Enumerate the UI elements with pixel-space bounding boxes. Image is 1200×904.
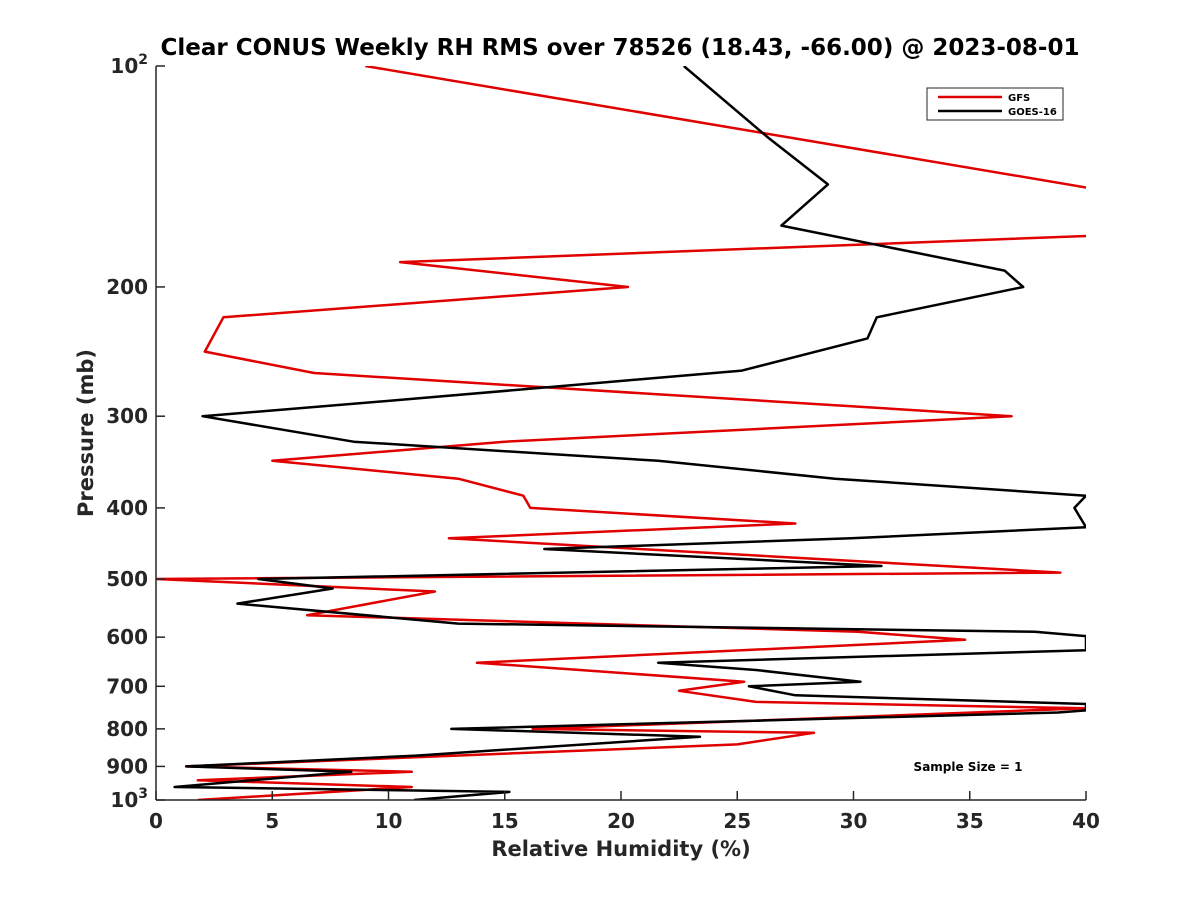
x-tick-label: 35 <box>956 809 984 833</box>
y-tick-label: 600 <box>106 625 148 649</box>
chart-title: Clear CONUS Weekly RH RMS over 78526 (18… <box>161 35 1080 61</box>
series-line-gfs <box>156 66 1086 800</box>
plot-frame <box>156 66 1086 800</box>
sample-size-annotation: Sample Size = 1 <box>914 760 1023 774</box>
y-tick-label: 300 <box>106 404 148 428</box>
series-line-goes16 <box>173 66 1086 800</box>
x-tick-layer: 0 5 10 15 20 25 30 35 40 <box>149 791 1100 833</box>
legend-gfs-label: GFS <box>1008 93 1030 104</box>
x-tick-label: 5 <box>265 809 279 833</box>
x-tick-label: 15 <box>491 809 519 833</box>
series-layer <box>156 66 1086 800</box>
y-tick-label: 500 <box>106 567 148 591</box>
y-tick-label: 700 <box>106 674 148 698</box>
y-tick-label: 102 <box>110 52 148 78</box>
x-tick-label: 40 <box>1072 809 1100 833</box>
x-tick-label: 30 <box>840 809 868 833</box>
x-tick-label: 20 <box>607 809 635 833</box>
legend: GFS GOES-16 <box>926 87 1064 121</box>
y-tick-label: 900 <box>106 754 148 778</box>
x-axis-label: Relative Humidity (%) <box>491 837 750 861</box>
y-tick-label: 200 <box>106 275 148 299</box>
x-tick-label: 0 <box>149 809 163 833</box>
y-axis-label: Pressure (mb) <box>74 349 98 517</box>
legend-box <box>926 87 1064 121</box>
y-tick-label: 800 <box>106 717 148 741</box>
x-tick-label: 25 <box>723 809 751 833</box>
y-tick-layer: 102 200 300 400 500 600 700 800 900 103 <box>106 52 165 812</box>
y-tick-label: 400 <box>106 496 148 520</box>
legend-goes16-label: GOES-16 <box>1008 107 1057 118</box>
y-tick-label: 103 <box>110 786 148 812</box>
x-tick-label: 10 <box>375 809 403 833</box>
